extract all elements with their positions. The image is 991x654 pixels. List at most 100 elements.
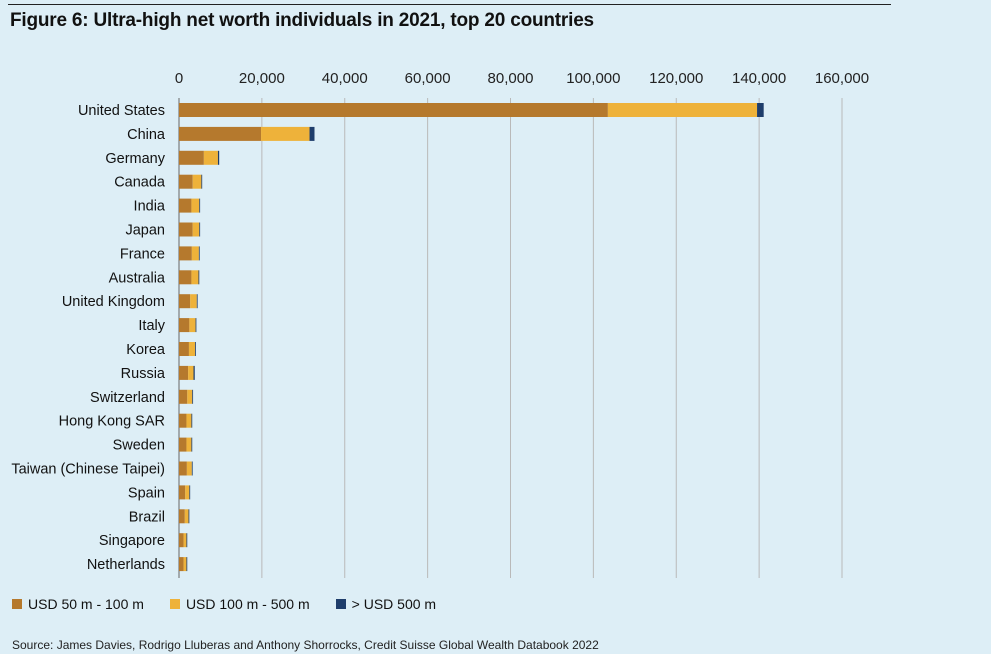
category-label: United States (78, 103, 165, 119)
x-tick-label: 140,000 (732, 70, 786, 87)
bar-segment (179, 103, 608, 117)
legend-swatch-usd-50-100m (12, 599, 22, 609)
bar-segment (189, 485, 191, 500)
bar-segment (192, 389, 194, 404)
bar-segment (179, 270, 192, 285)
bar-segment (195, 342, 196, 356)
bar-segment (179, 413, 187, 428)
x-tick-label: 20,000 (239, 70, 285, 87)
legend-item-usd-50-100m: USD 50 m - 100 m (12, 596, 144, 612)
bar-segment (179, 174, 193, 189)
bar-segment (189, 318, 196, 333)
bar-segment (198, 246, 200, 261)
category-label: United Kingdom (62, 294, 165, 310)
bar-segment (179, 533, 184, 548)
bar-segment (179, 365, 189, 380)
bar-segment (183, 557, 187, 572)
bar-segment (186, 533, 188, 548)
bar-segment (188, 509, 190, 524)
bar-segment (191, 246, 199, 261)
category-label: Russia (121, 366, 166, 382)
bar-segment (179, 557, 184, 572)
bar-segment (185, 485, 190, 500)
category-label: Sweden (113, 438, 165, 454)
bar-segment (179, 461, 187, 476)
bar-segment (179, 150, 204, 165)
category-label: Switzerland (90, 390, 165, 406)
bar-segment (188, 365, 194, 380)
category-label: Australia (109, 270, 166, 286)
bar-segment (186, 557, 188, 572)
legend-swatch-over-usd-500m (335, 599, 346, 609)
x-tick-label: 100,000 (566, 70, 620, 87)
bar-segment (199, 222, 201, 237)
x-tick-label: 0 (175, 70, 183, 87)
bar-segment (191, 461, 193, 476)
bar-segment (179, 246, 192, 261)
bar-chart: 0 20,000 40,000 60,000 80,000 100,000 120,000 1… (11, 70, 869, 578)
bar-segment (203, 150, 218, 165)
bar-segment (217, 150, 220, 165)
bar-segment (186, 413, 192, 428)
bar-segment (179, 198, 192, 213)
category-label: Taiwan (Chinese Taipei) (11, 462, 165, 478)
bar-segment (198, 270, 200, 285)
figure-title: Figure 6: Ultra-high net worth individua… (10, 10, 594, 31)
category-label: Japan (125, 223, 165, 239)
legend-label-usd-50-100m: USD 50 m - 100 m (28, 596, 144, 612)
bar-segment (179, 389, 188, 404)
x-tick-label: 40,000 (322, 70, 368, 87)
legend-label-over-usd-500m: > USD 500 m (351, 596, 437, 612)
bar-segment (179, 485, 186, 500)
x-tick-label: 60,000 (405, 70, 451, 87)
category-label: Netherlands (87, 557, 165, 573)
bar-segment (186, 437, 192, 452)
bar-segment (179, 509, 185, 524)
bar-segment (201, 174, 203, 189)
legend-label-usd-100-500m: USD 100 m - 500 m (185, 596, 310, 612)
bar-segment (199, 198, 201, 213)
bar-segment (184, 509, 189, 524)
source-note: Source: James Davies, Rodrigo Lluberas a… (12, 638, 599, 652)
bar-segment (186, 461, 192, 476)
bar-segment (193, 365, 195, 380)
bar-segment (188, 342, 196, 356)
bar-segment (190, 294, 197, 309)
category-label: Korea (126, 342, 166, 358)
bar-segment (261, 126, 310, 141)
bar-segment (191, 413, 193, 428)
bar-segment (192, 174, 202, 189)
bar-segment (191, 198, 200, 213)
top-rule (8, 4, 891, 5)
category-label: Hong Kong SAR (59, 414, 165, 430)
category-label: Singapore (99, 533, 165, 549)
bar-segment (183, 533, 187, 548)
category-label: France (120, 246, 165, 262)
bar-segment (191, 437, 193, 452)
x-tick-label: 80,000 (488, 70, 534, 87)
category-label: India (134, 199, 166, 215)
bar-segment (179, 437, 187, 452)
category-label: Brazil (129, 509, 165, 525)
x-tick-label: 160,000 (815, 70, 869, 87)
chart-legend: USD 50 m - 100 m USD 100 m - 500 m > USD… (12, 596, 436, 612)
bar-segment (179, 126, 262, 141)
bar-segment (191, 270, 199, 285)
bar-segment (309, 126, 315, 141)
bar-segment (192, 222, 200, 237)
bar-segment (179, 342, 189, 356)
bar-segment (196, 294, 198, 309)
category-label: Spain (128, 485, 165, 501)
bar-segment (179, 294, 191, 309)
category-label: China (127, 127, 166, 143)
legend-item-over-usd-500m: > USD 500 m (335, 596, 437, 612)
bar-segment (607, 103, 758, 117)
x-tick-label: 120,000 (649, 70, 703, 87)
legend-swatch-usd-100-500m (169, 599, 180, 609)
bar-segment (179, 318, 190, 333)
bar-segment (757, 103, 764, 117)
category-label: Germany (105, 151, 165, 167)
legend-item-usd-100-500m: USD 100 m - 500 m (169, 596, 310, 612)
bar-segment (187, 389, 193, 404)
bar-segment (179, 222, 193, 237)
